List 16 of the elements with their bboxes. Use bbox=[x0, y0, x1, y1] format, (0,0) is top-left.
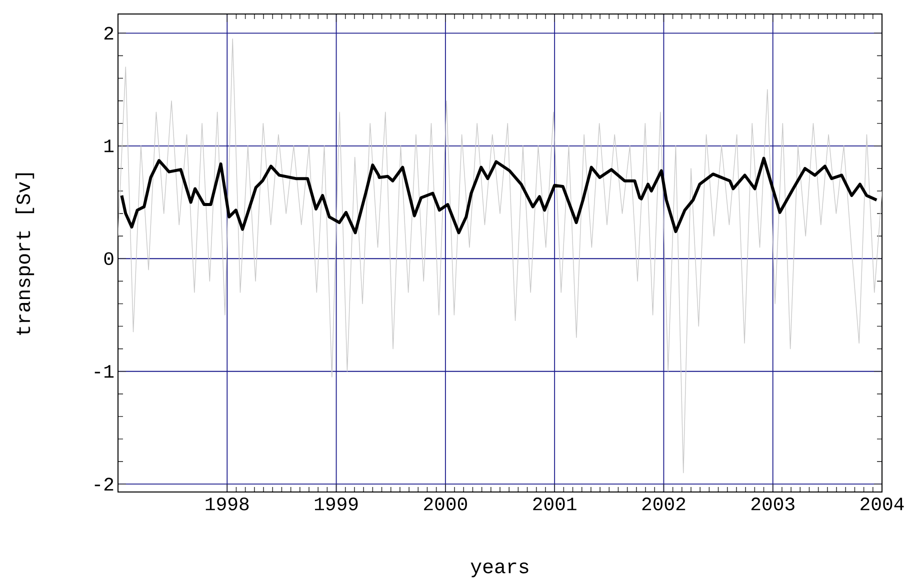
y-tick-label: -2 bbox=[94, 478, 114, 490]
x-tick-label: 2001 bbox=[533, 498, 576, 510]
x-tick-label: 1999 bbox=[314, 498, 358, 510]
y-tick-label: 0 bbox=[104, 252, 114, 266]
line-series bbox=[118, 38, 882, 474]
x-tick-label: 2000 bbox=[424, 498, 467, 510]
y-tick-label: -1 bbox=[94, 365, 114, 378]
line-series bbox=[120, 156, 878, 234]
x-axis-title: years bbox=[470, 562, 528, 578]
y-tick-label: 2 bbox=[104, 26, 114, 40]
x-tick-label: 2002 bbox=[642, 498, 686, 510]
x-tick-label: 2004 bbox=[860, 498, 904, 510]
x-tick-label: 1998 bbox=[206, 498, 249, 510]
y-axis-title: transport [Sv] bbox=[16, 173, 34, 335]
x-tick-label: 2003 bbox=[751, 498, 794, 510]
y-tick-label: 1 bbox=[104, 140, 114, 152]
